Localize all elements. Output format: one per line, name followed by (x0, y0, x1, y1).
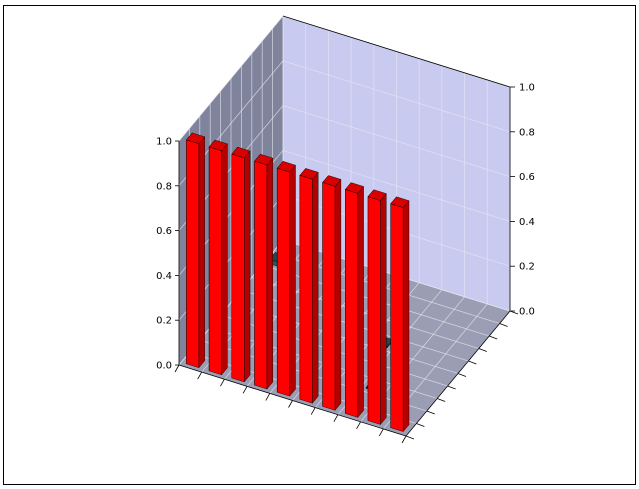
bar-front-face (208, 146, 222, 376)
z-tick-label-right: 0.2 (519, 262, 535, 273)
y-axis (405, 310, 511, 437)
y-tick (405, 435, 415, 440)
bar-front-face (231, 153, 245, 383)
bar-9 (367, 189, 387, 426)
y-tick (509, 310, 519, 315)
y-tick (489, 335, 498, 340)
y-tick (447, 385, 456, 390)
bar-top-face (208, 139, 228, 152)
x-tick (401, 435, 407, 444)
bar-7 (322, 174, 342, 411)
z-tick-label-left: 0.0 (156, 361, 172, 372)
y-tick (437, 398, 446, 402)
x-tick (356, 421, 361, 429)
bar-side-face (244, 150, 251, 383)
y-tick (426, 410, 435, 415)
bar-top-face (186, 132, 206, 144)
z-tick-label-left: 0.4 (156, 271, 172, 282)
bar-side-face (357, 185, 364, 418)
x-tick (378, 428, 384, 437)
bar-top-face (231, 146, 251, 159)
bar-side-face (266, 157, 273, 390)
bar-5 (276, 160, 296, 397)
bar-side-face (334, 178, 342, 411)
x-tick (242, 386, 248, 394)
bar-front-face (367, 196, 381, 425)
bar-front-face (277, 167, 290, 397)
z-tick-label-left: 1.0 (156, 137, 172, 148)
bar-top-face (254, 153, 274, 166)
bar-front-face (299, 175, 313, 404)
x-tick (310, 407, 316, 415)
x-tick (265, 393, 271, 401)
bars (186, 132, 410, 433)
bar-front-face (186, 139, 200, 368)
y-tick (416, 423, 425, 427)
bar-2 (208, 139, 228, 376)
x-tick (220, 379, 225, 387)
bar-side-face (380, 193, 387, 426)
bar-side-face (403, 200, 410, 433)
bar-1 (186, 132, 206, 369)
y-tick (478, 348, 487, 352)
back-top-edge (282, 15, 511, 88)
bar-top-face (276, 161, 296, 173)
bar-front-face (254, 160, 268, 390)
bar-side-face (312, 171, 319, 404)
y-tick (468, 360, 477, 365)
bar-front-face (345, 189, 358, 418)
z-tick-label-left: 0.2 (156, 316, 172, 327)
bar-8 (344, 182, 364, 418)
x-axis (178, 364, 407, 437)
bar-3 (231, 146, 251, 383)
z-tick-label-right: 0.0 (519, 307, 535, 318)
z-tick-label-right: 0.4 (519, 217, 535, 228)
z-tick-label-left: 0.8 (156, 181, 172, 192)
bar-side-face (198, 136, 205, 369)
bar-front-face (322, 182, 336, 411)
y-tick (499, 323, 508, 327)
z-tick-label-right: 0.6 (519, 172, 535, 183)
z-tick-label-right: 1.0 (519, 83, 535, 94)
bar-4 (254, 153, 274, 390)
bar-side-face (289, 164, 296, 397)
bar-top-face (367, 189, 387, 201)
x-tick (174, 364, 180, 373)
bar-side-face (221, 143, 228, 376)
bar-10 (390, 196, 410, 433)
bar-top-face (322, 175, 342, 187)
x-tick (197, 371, 203, 380)
bar-top-face (390, 196, 410, 208)
z-tick-label-left: 0.6 (156, 226, 172, 237)
z-tick-label-right: 0.8 (519, 127, 535, 138)
y-tick (457, 373, 467, 377)
bar-front-face (390, 203, 404, 432)
bar-top-face (344, 182, 364, 194)
x-tick (288, 400, 293, 408)
axes: 0.0 0.0 0.2 0.2 0.4 0.4 0.6 0.6 0.8 0.8 1.0 1.0 (156, 15, 535, 444)
bar-6 (299, 167, 319, 404)
bar-top-face (299, 168, 319, 180)
x-tick (333, 414, 339, 422)
